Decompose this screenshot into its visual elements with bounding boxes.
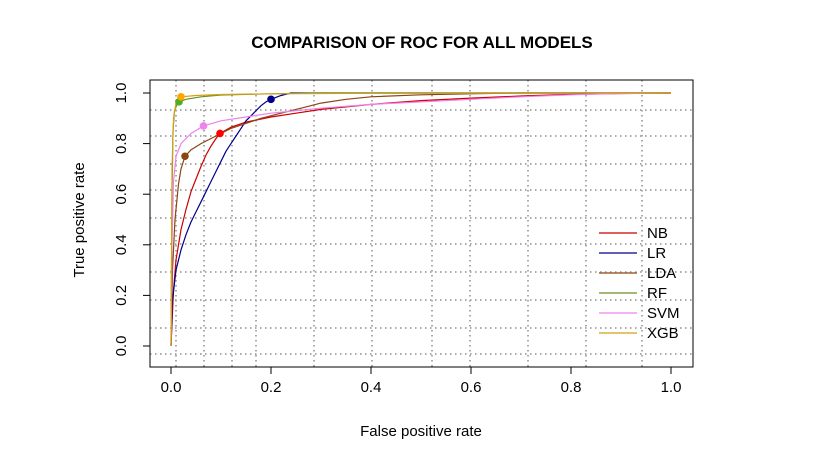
legend-label-nb: NB	[647, 225, 668, 242]
marker-xgb	[177, 92, 185, 101]
legend: NB LR LDA RF SVM XGB	[599, 225, 680, 342]
grid-lines	[150, 80, 693, 367]
y-tick-label: 0.2	[113, 285, 130, 306]
plot-frame	[149, 79, 694, 368]
x-tick-label: 0.8	[561, 379, 582, 396]
series-lines	[170, 92, 672, 347]
marker-lda	[181, 152, 189, 161]
x-tick-label: 0.6	[461, 379, 482, 396]
series-line-xgb	[170, 92, 672, 347]
marker-svm	[199, 122, 208, 130]
y-tick-label: 0.8	[113, 133, 130, 154]
legend-label-lda: LDA	[647, 265, 676, 282]
series-line-svm	[170, 92, 672, 347]
legend-label-svm: SVM	[647, 305, 680, 322]
legend-label-xgb: XGB	[647, 325, 679, 342]
chart-title: COMPARISON OF ROC FOR ALL MODELS	[251, 33, 593, 52]
marker-lr	[267, 95, 275, 104]
x-tick-label: 0.0	[161, 379, 182, 396]
y-axis-label: True positive rate	[71, 162, 88, 277]
y-tick-label: 0.4	[113, 234, 130, 255]
series-line-lr	[170, 92, 671, 347]
y-tick-label: 0.6	[113, 184, 130, 205]
legend-label-rf: RF	[647, 285, 667, 302]
y-tick-label: 0.0	[113, 336, 130, 357]
x-tick-label: 0.4	[361, 379, 382, 396]
series-line-rf	[170, 92, 671, 347]
marker-nb	[216, 129, 224, 138]
y-tick-label: 1.0	[113, 83, 130, 104]
legend-label-lr: LR	[647, 245, 666, 262]
x-axis-label: False positive rate	[360, 423, 482, 440]
series-markers	[175, 92, 275, 161]
x-tick-label: 0.2	[261, 379, 282, 396]
x-tick-label: 1.0	[661, 379, 682, 396]
series-line-lda	[170, 92, 671, 347]
series-line-nb	[170, 92, 672, 347]
axes: 0.0 0.2 0.4 0.6 0.8 1.0 0.0 0.2 0.4 0.6 0.8 1.0	[113, 83, 681, 396]
